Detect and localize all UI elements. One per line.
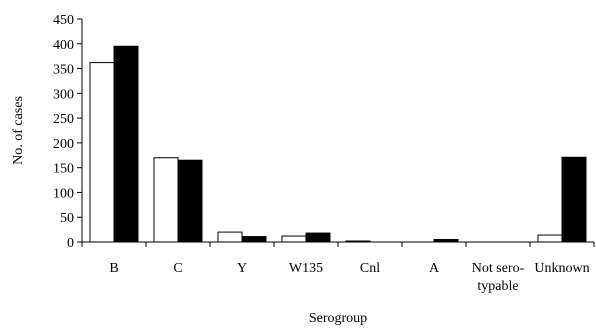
bar-white xyxy=(217,231,243,243)
bar-white xyxy=(537,234,563,243)
x-tick-label: Not sero- xyxy=(472,261,525,276)
y-tick-label: 0 xyxy=(67,236,74,251)
x-axis-title: Serogroup xyxy=(309,311,367,326)
x-tick-label: A xyxy=(429,261,440,276)
bar-white xyxy=(345,240,371,243)
y-tick-label: 300 xyxy=(53,87,74,102)
bar-black xyxy=(177,159,203,243)
bar-white xyxy=(153,157,179,243)
y-axis-title: No. of cases xyxy=(11,96,26,165)
bar-white xyxy=(281,235,307,243)
y-tick-label: 50 xyxy=(60,211,74,226)
y-tick-label: 400 xyxy=(53,38,74,53)
x-tick-label: typable xyxy=(477,279,518,294)
y-tick-label: 250 xyxy=(53,112,74,127)
bar-black xyxy=(561,156,587,243)
x-tick-label: C xyxy=(173,261,182,276)
bar-black xyxy=(241,236,267,243)
y-tick-label: 350 xyxy=(53,63,74,78)
x-tick-label: W135 xyxy=(289,261,323,276)
y-tick-label: 150 xyxy=(53,162,74,177)
x-tick-label: Cnl xyxy=(360,261,380,276)
bar-black xyxy=(433,239,459,243)
bar-black xyxy=(113,45,139,243)
x-tick-label: Y xyxy=(237,261,247,276)
x-tick-label: Unknown xyxy=(534,261,589,276)
y-tick-label: 450 xyxy=(53,13,74,28)
bar-black xyxy=(305,232,331,243)
plot-area: 0 50 100 150 200 250 300 350 400 450 B C Y W135 Cnl A No… xyxy=(53,13,595,294)
y-tick-label: 100 xyxy=(53,186,74,201)
y-tick-label: 200 xyxy=(53,137,74,152)
bar-white xyxy=(89,62,115,243)
x-tick-label: B xyxy=(109,261,118,276)
